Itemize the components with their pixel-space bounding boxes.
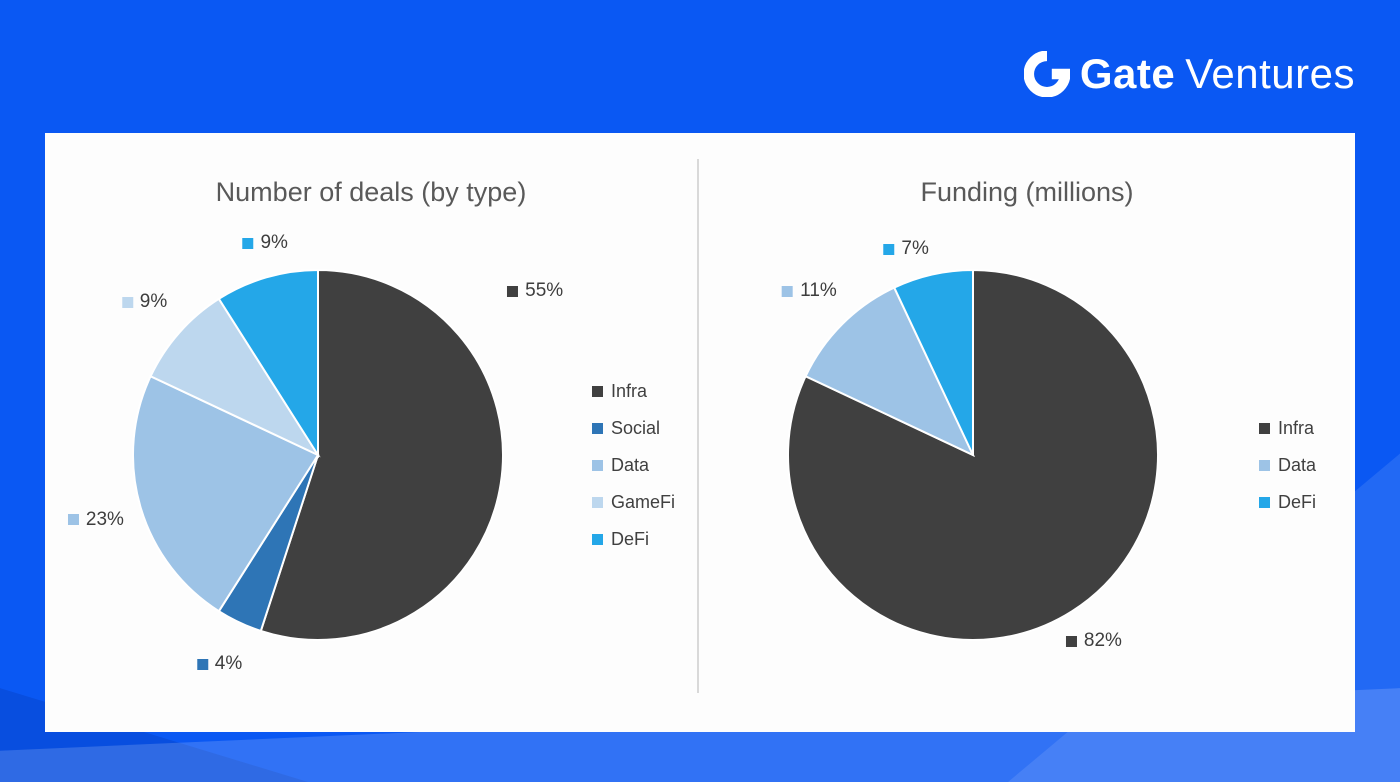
pie-slice-infra: [259, 268, 504, 641]
legend-label: Infra: [611, 381, 648, 401]
legend-marker-icon: [592, 460, 603, 471]
legend-marker-icon: [592, 534, 603, 545]
chart-title-funding: Funding (millions): [920, 177, 1134, 207]
pie-slice-data: [132, 374, 320, 613]
gate-logo-icon: [1023, 51, 1070, 97]
data-label-infra: 82%: [1065, 630, 1122, 652]
pie-slice-gamefi: [149, 297, 321, 458]
legend-marker-icon: [1259, 460, 1270, 471]
data-label-defi: 7%: [883, 238, 929, 260]
label-value: 9%: [139, 291, 168, 313]
legend-item-social: Social: [592, 410, 675, 447]
label-value: 7%: [901, 238, 929, 260]
label-marker-icon: [1065, 635, 1077, 647]
data-label-data: 23%: [67, 508, 124, 531]
legend-item-defi: DeFi: [1259, 484, 1316, 521]
legend-label: DeFi: [1278, 492, 1317, 512]
label-value: 82%: [1083, 630, 1122, 652]
chart-title-deals: Number of deals (by type): [215, 177, 527, 207]
legend-item-data: Data: [1259, 447, 1316, 484]
data-label-defi: 9%: [242, 232, 288, 254]
label-marker-icon: [67, 514, 79, 526]
pie-slice-defi: [217, 268, 319, 459]
pie-slice-defi: [892, 268, 974, 456]
legend-marker-icon: [1259, 497, 1270, 508]
data-label-social: 4%: [196, 653, 243, 675]
logo-suffix-text: Ventures: [1185, 50, 1355, 97]
legend-label: Data: [611, 455, 650, 475]
legend-item-infra: Infra: [1259, 410, 1316, 447]
legend-item-data: Data: [592, 447, 675, 484]
chart-divider: [697, 159, 699, 693]
label-marker-icon: [196, 658, 208, 670]
pie-slice-data: [804, 286, 976, 458]
label-marker-icon: [782, 285, 794, 297]
legend-marker-icon: [592, 423, 603, 434]
gate-ventures-logo: Gate Ventures: [1080, 50, 1355, 98]
logo-brand-text: Gate: [1079, 50, 1176, 97]
legend-label: Infra: [1278, 418, 1315, 438]
deals-by-type-chart: Number of deals (by type) Infra Social Dat…: [45, 133, 697, 732]
data-label-gamefi: 9%: [121, 291, 168, 313]
legend-marker-icon: [592, 386, 603, 397]
legend-item-defi: DeFi: [592, 521, 675, 558]
label-value: 11%: [800, 280, 837, 302]
deals-pie: [132, 268, 504, 641]
label-marker-icon: [883, 243, 895, 255]
funding-pie: [787, 268, 1159, 641]
label-value: 4%: [214, 653, 243, 675]
header: Gate Ventures: [1023, 50, 1355, 98]
charts-card: Number of deals (by type) Infra Social Dat…: [45, 133, 1355, 732]
label-value: 55%: [525, 280, 564, 302]
label-marker-icon: [121, 296, 133, 308]
funding-legend: Infra Data DeFi: [1259, 410, 1316, 521]
legend-marker-icon: [592, 497, 603, 508]
legend-label: Data: [1278, 455, 1317, 475]
label-value: 23%: [85, 508, 124, 530]
data-label-infra: 55%: [507, 280, 563, 302]
legend-item-gamefi: GameFi: [592, 484, 675, 521]
label-marker-icon: [242, 237, 254, 249]
deals-legend: Infra Social Data GameFi DeFi: [592, 373, 675, 558]
label-value: 9%: [260, 232, 288, 254]
label-marker-icon: [507, 285, 519, 297]
funding-chart: Funding (millions) Infra Data DeFi 82% 11% 7…: [699, 133, 1355, 732]
legend-label: Social: [611, 418, 661, 438]
legend-item-infra: Infra: [592, 373, 675, 410]
legend-label: GameFi: [611, 492, 676, 512]
data-label-data: 11%: [782, 280, 837, 302]
legend-label: DeFi: [611, 529, 650, 549]
legend-marker-icon: [1259, 423, 1270, 434]
